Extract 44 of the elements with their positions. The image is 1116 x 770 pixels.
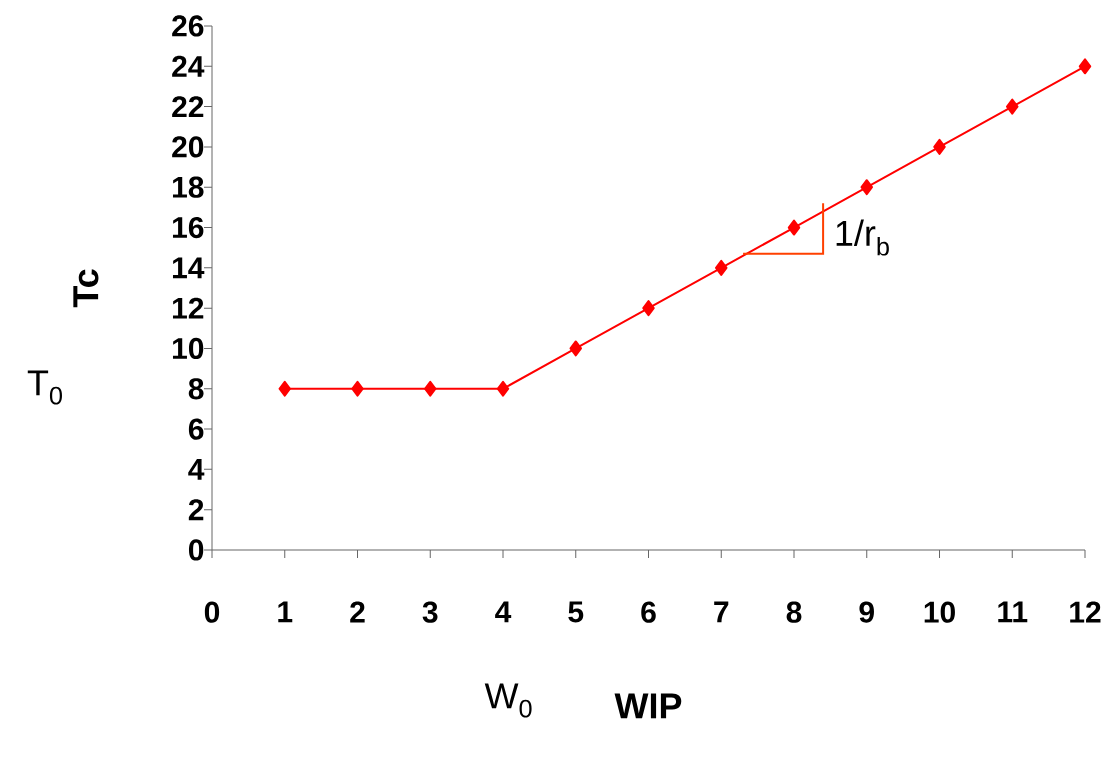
- point: [496, 380, 510, 397]
- x-tick-label: 4: [495, 601, 512, 623]
- y-tick-label: 6: [188, 418, 204, 440]
- point: [351, 380, 364, 397]
- x-tick-label: 5: [568, 601, 584, 623]
- x-tick-label: 8: [786, 601, 802, 623]
- point: [642, 300, 655, 317]
- x-tick-label: 10: [924, 601, 955, 623]
- y-tick-label: 12: [172, 297, 204, 319]
- y-tick-label: 18: [172, 176, 204, 198]
- x-tick-label: 6: [641, 601, 656, 623]
- y-tick-label: 8: [188, 378, 204, 400]
- x-tick-label: 11: [998, 601, 1028, 623]
- point: [933, 138, 946, 155]
- x-tick-label: 12: [1070, 601, 1101, 623]
- y-tick-label: 4: [188, 459, 205, 480]
- point: [424, 380, 437, 397]
- x-tick-label: 2: [350, 601, 365, 623]
- y-tick-label: 2: [188, 499, 204, 521]
- y-tick-label: 22: [172, 96, 204, 118]
- y-tick-label: 14: [172, 257, 205, 279]
- point: [278, 380, 292, 397]
- text: W$_{0}$: [484, 683, 532, 718]
- point: [1078, 58, 1092, 75]
- point: [1006, 98, 1019, 115]
- x-tick-label: 7: [714, 601, 729, 623]
- point: [715, 259, 728, 276]
- y-tick-label: 24: [172, 55, 205, 77]
- y-tick-label: 20: [172, 136, 204, 158]
- x-tick-label: 3: [422, 601, 438, 623]
- text: T$_{0}$: [27, 370, 62, 405]
- x-tick-label: 0: [204, 601, 220, 623]
- point: [569, 340, 582, 357]
- y-tick-label: 10: [172, 337, 204, 360]
- x-tick-label: 9: [859, 601, 874, 623]
- y-tick-label: 16: [172, 216, 204, 239]
- x-axis-title: WIP: [614, 693, 682, 719]
- point: [787, 219, 801, 236]
- y-tick-label: 0: [188, 539, 204, 561]
- annotation: 1/r$_{b}$: [836, 219, 889, 256]
- x-tick-label: 1: [278, 601, 293, 623]
- y-tick-label: 26: [172, 15, 204, 37]
- point: [860, 179, 873, 196]
- y-axis-title: Tc: [73, 269, 99, 308]
